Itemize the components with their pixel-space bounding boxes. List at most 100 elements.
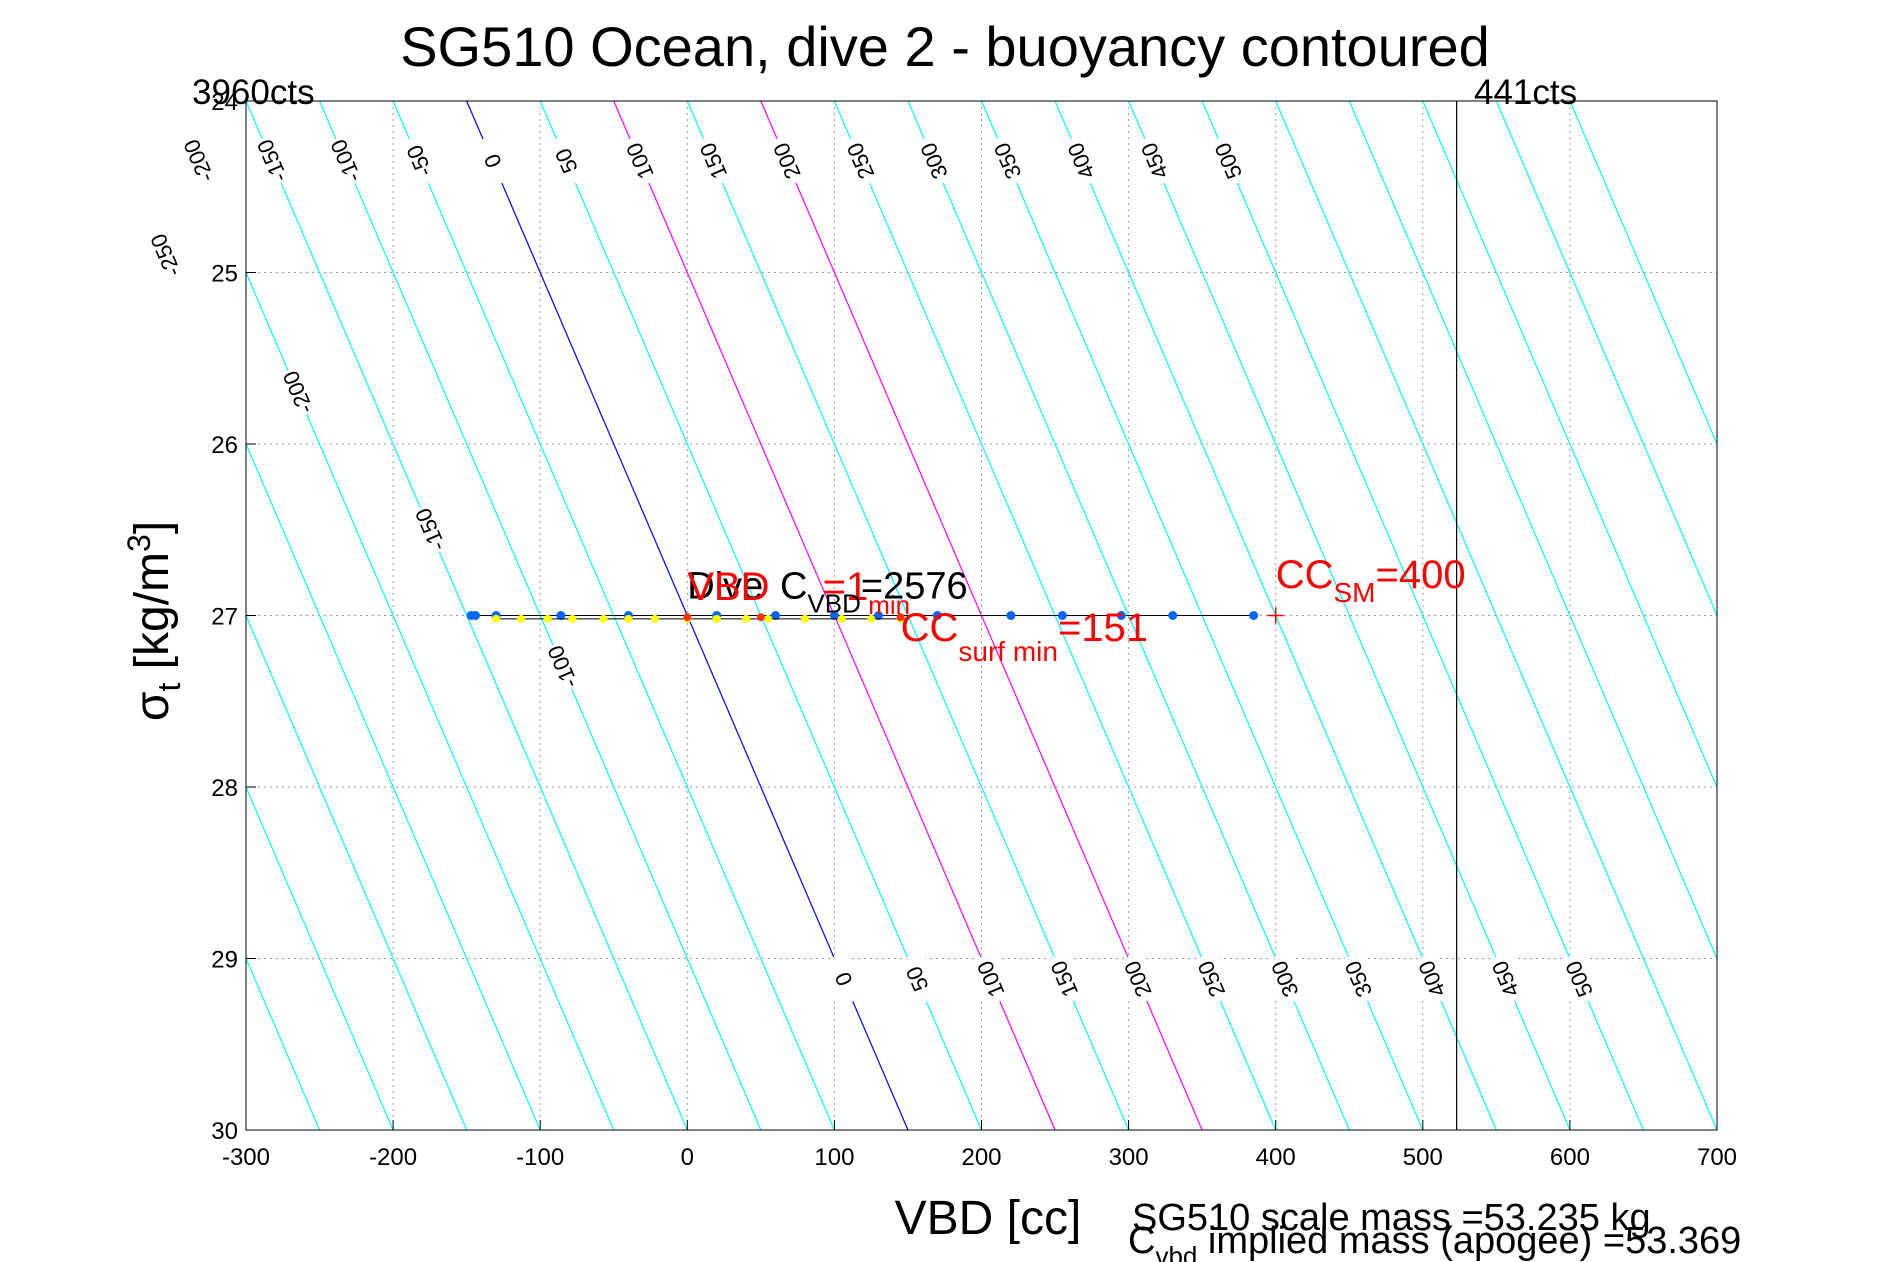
y-tick-label: 30 xyxy=(211,1118,238,1145)
ccsurf-label-value: =151 xyxy=(1058,606,1148,650)
contour-line xyxy=(1348,101,1717,961)
contour-label-bottom-bg xyxy=(1407,950,1456,1008)
contour-label-top-bg xyxy=(1056,132,1105,190)
contour-label-top-bg xyxy=(247,132,296,190)
data-point xyxy=(800,614,809,623)
implied-mass-subscript: vbd xyxy=(1155,1241,1197,1262)
y-axis-label-unit-superscript: 3 xyxy=(121,534,157,552)
contour-label-top-bg xyxy=(615,132,664,190)
ccsurf-label-subscript: surf min xyxy=(958,636,1058,667)
data-point xyxy=(874,611,884,620)
contour-label-top-bg xyxy=(468,132,517,190)
cvbd-label-subscript: VBD xyxy=(807,588,860,618)
dive-label: Dive xyxy=(687,565,763,607)
x-tick-label: 0 xyxy=(681,1144,694,1171)
contour-label-top-bg xyxy=(909,132,958,190)
x-tick-label: 100 xyxy=(814,1144,854,1171)
contour-line xyxy=(1495,101,1717,618)
y-axis-label-unit: [kg/m xyxy=(126,552,179,683)
ccsm-label-value: =400 xyxy=(1375,553,1465,597)
x-tick-label: 200 xyxy=(961,1144,1001,1171)
x-tick-label: -300 xyxy=(222,1144,270,1171)
contour-label-bottom-bg xyxy=(819,950,868,1008)
x-axis-label: VBD [cc] xyxy=(895,1192,1082,1245)
contour-label-bottom-bg xyxy=(1333,950,1383,1008)
implied-mass-text: Cvbd implied mass (apogee) =53.369 xyxy=(1128,1220,1741,1262)
implied-mass-symbol: C xyxy=(1128,1220,1155,1262)
vbd-min-label-subscript: min xyxy=(868,590,910,620)
contour-label-top-bg xyxy=(688,132,738,190)
ccsurf-label-main: CC xyxy=(901,606,959,650)
y-tick-label: 28 xyxy=(211,775,238,802)
contour-label-bottom-bg xyxy=(966,950,1015,1008)
contour-label-top-bg xyxy=(1130,132,1179,190)
contour-line xyxy=(246,613,468,1130)
vbd-min-label-main: =1 xyxy=(823,565,869,609)
red-data-point xyxy=(683,613,692,622)
contour-line xyxy=(246,442,541,1130)
x-tick-label: 500 xyxy=(1403,1144,1443,1171)
contour-labels: -200 -150 -100 -50 0 50 100 150 200 250 300 350 400 4… xyxy=(140,132,1603,1008)
x-tick-label: -100 xyxy=(516,1144,564,1171)
y-axis-label: σt [kg/m3] xyxy=(121,521,187,721)
cvbd-label: CVBD=2576 xyxy=(780,565,968,618)
y-axis-label-unit-close: ] xyxy=(126,521,179,534)
contour-label-top-bg xyxy=(174,132,223,190)
y-axis-label-subscript: t xyxy=(151,683,187,692)
contour-label-top-bg xyxy=(983,132,1032,190)
data-point xyxy=(650,614,659,623)
data-point xyxy=(837,614,846,623)
data-point xyxy=(771,611,781,620)
data-point xyxy=(1057,611,1067,620)
y-tick-label: 26 xyxy=(211,432,238,459)
ccsm-label-main: CC xyxy=(1276,553,1334,597)
data-point xyxy=(517,614,526,623)
x-tick-label: 300 xyxy=(1109,1144,1149,1171)
x-tick-label: 600 xyxy=(1550,1144,1590,1171)
data-point xyxy=(470,611,480,620)
axis-ticks: -300 -200 -100 0 100 200 300 400 500 600 700 24 25 26… xyxy=(211,89,1737,1171)
contour-label-bottom-bg xyxy=(892,950,941,1008)
data-point xyxy=(712,614,721,623)
contour-label-left-bg xyxy=(273,364,322,421)
y-tick-label: 29 xyxy=(211,947,238,974)
contour-line xyxy=(246,785,394,1130)
y-tick-label: 25 xyxy=(211,261,238,288)
contour-label-top-bg xyxy=(835,132,885,190)
contour-label-bottom-bg xyxy=(1481,950,1530,1008)
contour-label-left-bg xyxy=(538,638,587,696)
data-point xyxy=(556,611,566,620)
x-tick-label: -200 xyxy=(369,1144,417,1171)
data-point xyxy=(568,614,577,623)
data-point xyxy=(1168,611,1178,620)
contour-label-top-bg xyxy=(541,132,591,190)
data-point xyxy=(829,611,839,620)
x-tick-label: 400 xyxy=(1256,1144,1296,1171)
data-point xyxy=(932,611,942,620)
scale-mass-text: SG510 scale mass =53.235 kg xyxy=(1132,1197,1651,1239)
cvbd-label-main: C xyxy=(780,565,807,607)
vbd-min-label: =1min xyxy=(823,565,911,620)
contour-label-left-bg xyxy=(405,501,455,559)
implied-mass-value: implied mass (apogee) =53.369 xyxy=(1197,1220,1741,1262)
vbd-max-count-label: 441cts xyxy=(1474,73,1577,112)
red-data-point xyxy=(896,613,905,622)
data-point xyxy=(599,614,608,623)
data-point xyxy=(1116,611,1126,620)
contour-label-top-bg xyxy=(394,132,444,190)
chart-title: SG510 Ocean, dive 2 - buoyancy contoured xyxy=(400,15,1490,78)
contour-label-top-bg xyxy=(1203,132,1253,190)
contour-label-left-bg xyxy=(140,226,190,284)
contour-label-top-bg xyxy=(321,132,370,190)
data-point xyxy=(543,614,552,623)
contour-line xyxy=(1422,101,1717,789)
data-point xyxy=(1006,611,1016,620)
data-point xyxy=(624,614,633,623)
ccsm-label-subscript: SM xyxy=(1333,577,1375,608)
ccsurf-label: CCsurf min=151 xyxy=(901,606,1148,667)
y-tick-label: 27 xyxy=(211,604,238,631)
contour-line xyxy=(1569,101,1717,446)
vbd-label: VBD xyxy=(687,565,769,609)
